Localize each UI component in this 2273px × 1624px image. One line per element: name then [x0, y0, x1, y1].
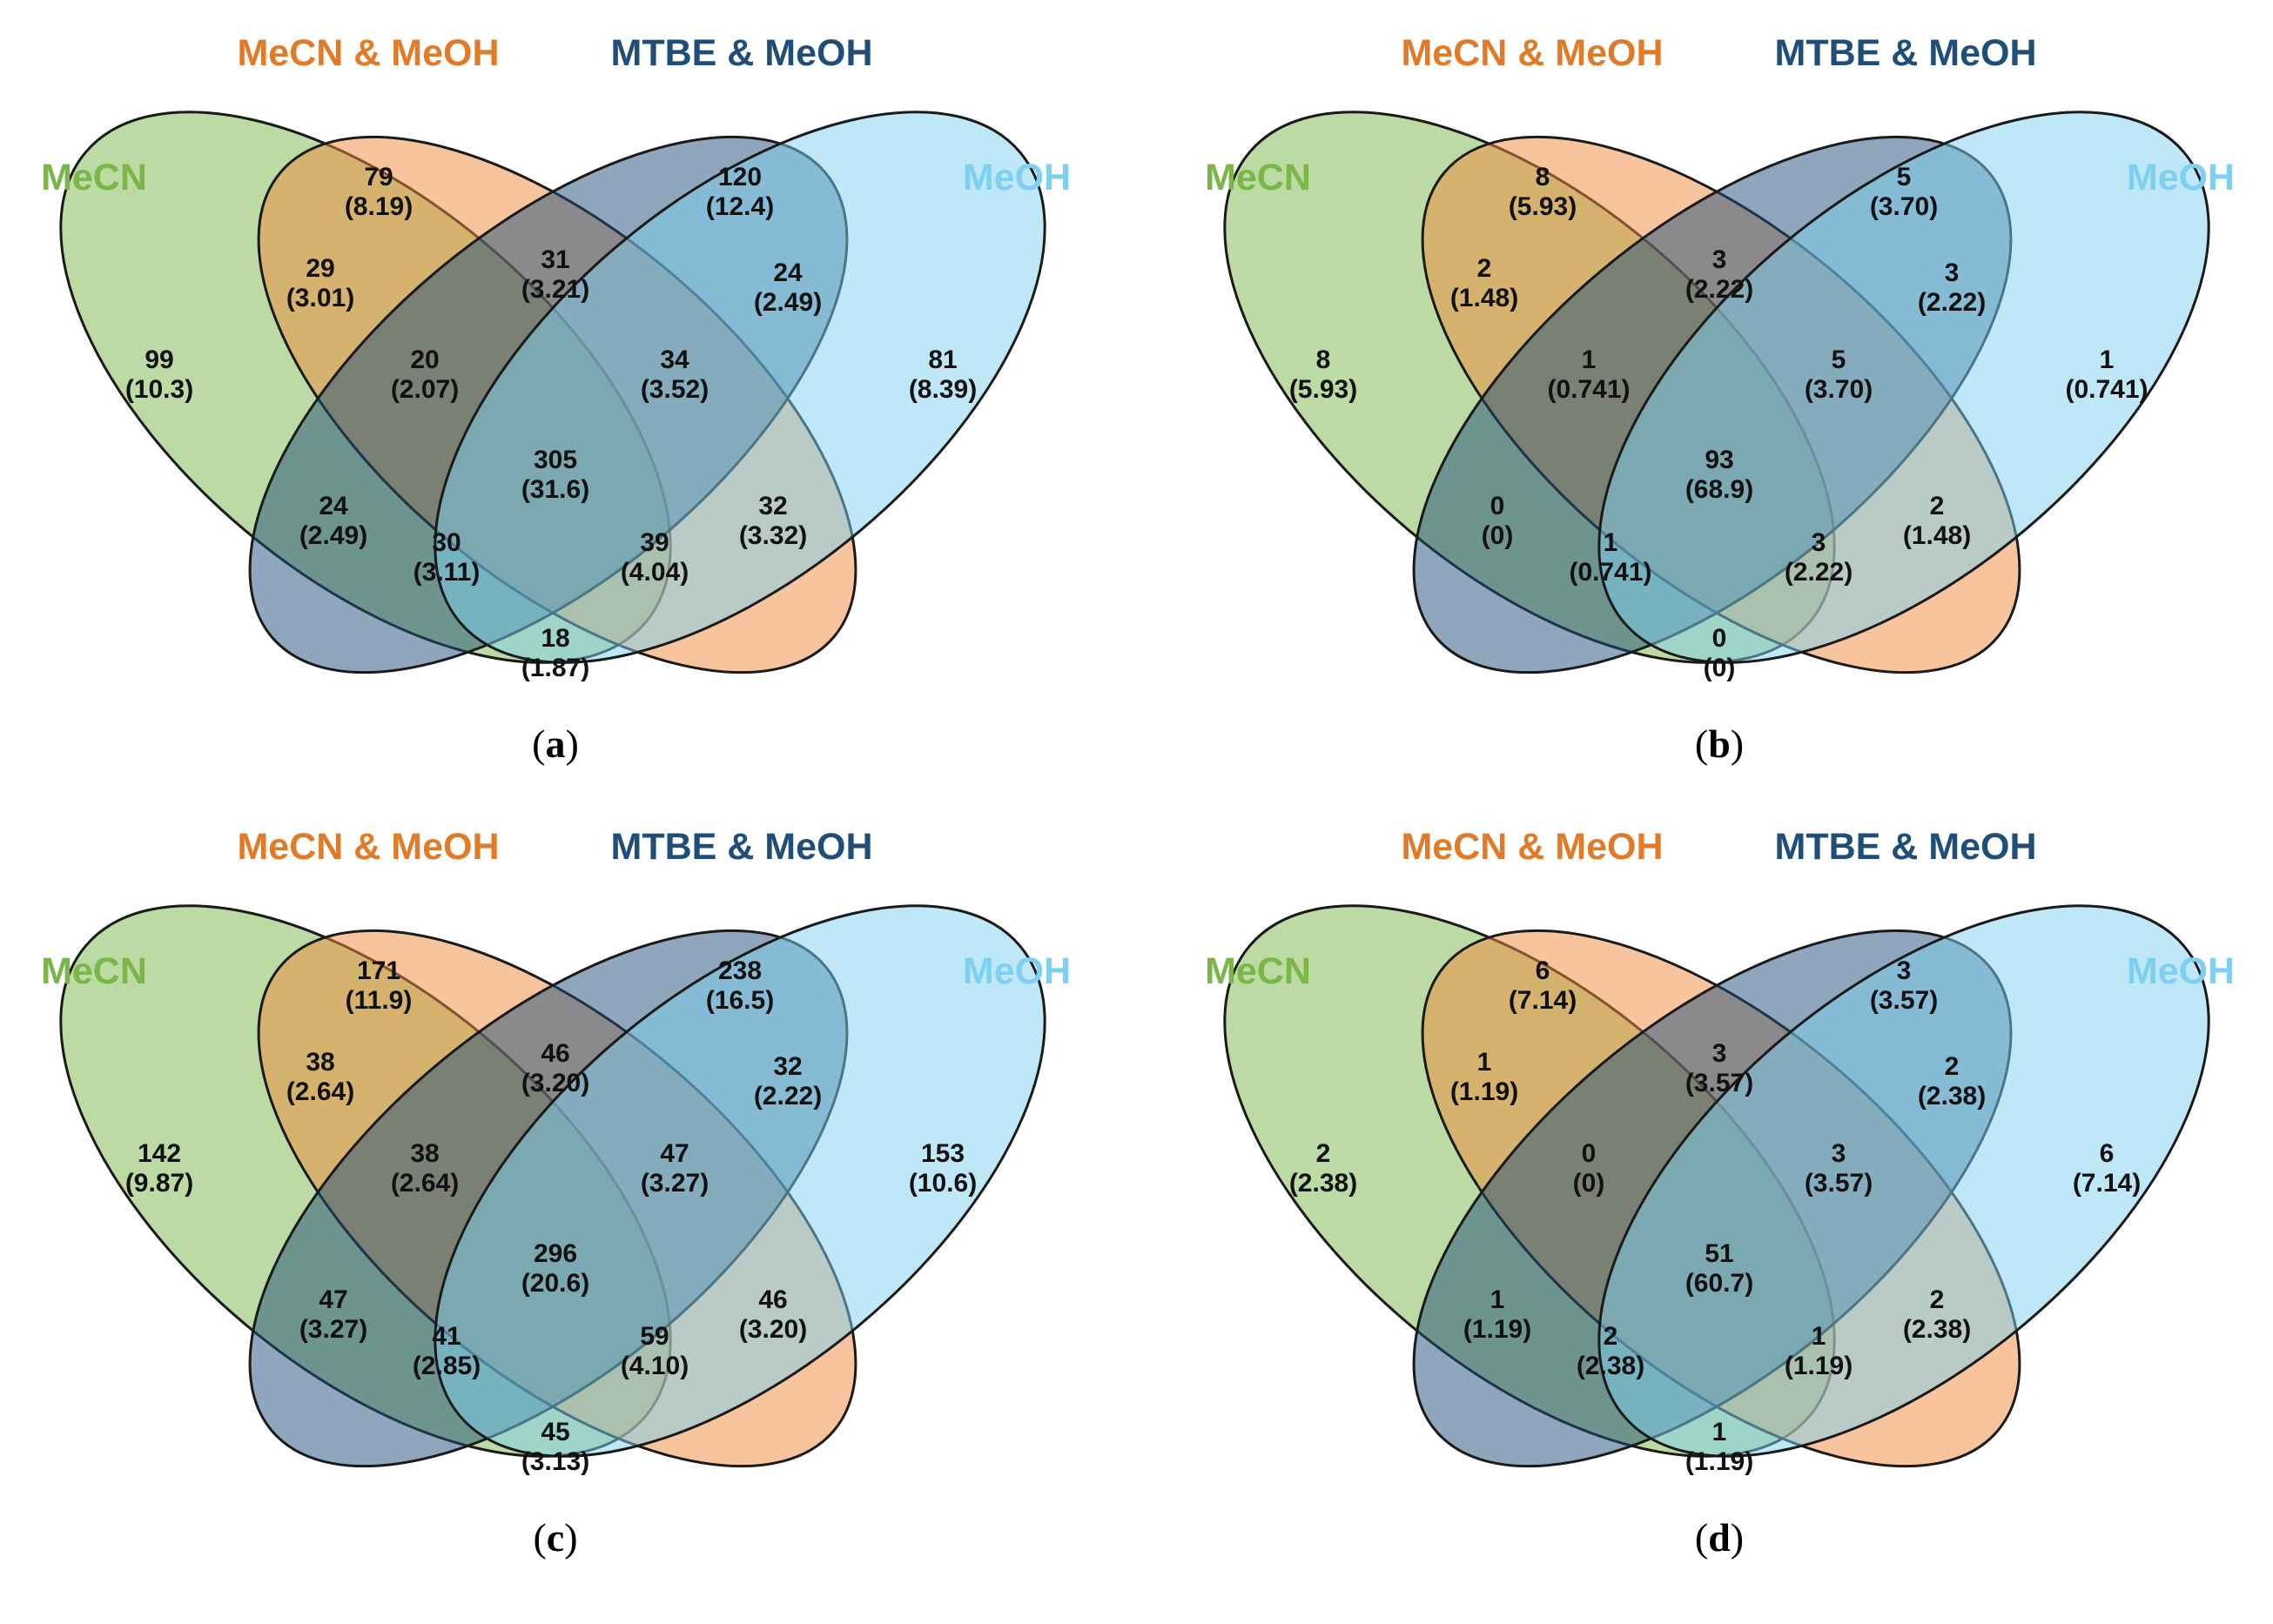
- region-ab-count: 29 (3.01): [286, 254, 354, 312]
- region-b-count: 8 (5.93): [1509, 163, 1577, 221]
- set-label-mecn-meoh: MeCN & MeOH: [237, 826, 499, 868]
- set-label-mecn: MeCN: [1205, 157, 1311, 198]
- region-c-count: 3 (3.57): [1870, 956, 1938, 1015]
- region-ad-count: 45 (3.13): [521, 1418, 589, 1476]
- set-label-mecn: MeCN: [41, 157, 147, 198]
- venn-panel-d: MeCN MeCN & MeOH MTBE & MeOH MeOH 2 (2.38) 6 (7…: [1205, 826, 2235, 1560]
- region-abc-count: 1 (0.741): [1547, 346, 1630, 404]
- set-label-meoh: MeOH: [2127, 950, 2235, 992]
- region-bc-count: 3 (3.57): [1685, 1039, 1753, 1097]
- region-bc-count: 31 (3.21): [521, 245, 589, 304]
- region-b-count: 171 (11.9): [346, 956, 413, 1015]
- region-abc-count: 20 (2.07): [391, 346, 459, 404]
- region-ab-count: 38 (2.64): [286, 1048, 354, 1106]
- region-bcd-count: 3 (3.57): [1805, 1139, 1873, 1198]
- panel-caption-a: (a): [532, 721, 579, 766]
- region-b-count: 79 (8.19): [345, 163, 413, 221]
- region-ad-count: 1 (1.19): [1685, 1418, 1753, 1476]
- set-label-mecn-meoh: MeCN & MeOH: [1401, 826, 1663, 868]
- meoh-ellipse: [434, 904, 1046, 1458]
- region-ad-count: 18 (1.87): [521, 624, 589, 682]
- region-abd-count: 39 (4.04): [621, 528, 689, 587]
- region-acd-count: 41 (2.85): [413, 1322, 481, 1380]
- set-label-mecn-meoh: MeCN & MeOH: [237, 32, 499, 74]
- region-ad-count: 0 (0): [1704, 624, 1736, 682]
- region-cd-count: 2 (2.38): [1918, 1052, 1986, 1111]
- region-acd-count: 1 (0.741): [1569, 528, 1651, 587]
- region-cd-count: 3 (2.22): [1918, 258, 1986, 317]
- region-d-count: 6 (7.14): [2073, 1139, 2141, 1198]
- region-d-count: 153 (10.6): [909, 1139, 977, 1198]
- region-c-count: 120 (12.4): [706, 163, 774, 221]
- region-abcd-count: 305 (31.6): [521, 446, 589, 504]
- venn-panel-c: MeCN MeCN & MeOH MTBE & MeOH MeOH 142 (9.87) 1…: [41, 826, 1071, 1560]
- region-ab-count: 2 (1.48): [1450, 254, 1518, 312]
- meoh-ellipse: [434, 111, 1046, 664]
- region-b-count: 6 (7.14): [1509, 956, 1577, 1015]
- region-d-count: 1 (0.741): [2065, 346, 2148, 404]
- set-label-mtbe-meoh: MTBE & MeOH: [611, 826, 873, 868]
- region-abd-count: 59 (4.10): [621, 1322, 689, 1380]
- region-ac-count: 0 (0): [1482, 492, 1514, 550]
- venn-panel-b: MeCN MeCN & MeOH MTBE & MeOH MeOH 8 (5.93) 8 (5…: [1205, 32, 2235, 766]
- region-cd-count: 24 (2.49): [754, 258, 822, 317]
- meoh-ellipse: [1597, 904, 2210, 1458]
- region-a-count: 2 (2.38): [1289, 1139, 1357, 1198]
- region-bd-count: 2 (1.48): [1903, 492, 1971, 550]
- region-abd-count: 1 (1.19): [1785, 1322, 1853, 1380]
- region-a-count: 142 (9.87): [125, 1139, 193, 1198]
- panel-caption-c: (c): [533, 1515, 577, 1560]
- set-label-meoh: MeOH: [963, 950, 1071, 992]
- region-abcd-count: 93 (68.9): [1685, 446, 1753, 504]
- set-label-mecn: MeCN: [1205, 950, 1311, 992]
- region-abc-count: 0 (0): [1573, 1139, 1605, 1198]
- region-abd-count: 3 (2.22): [1785, 528, 1853, 587]
- region-a-count: 99 (10.3): [125, 346, 193, 404]
- region-d-count: 81 (8.39): [909, 346, 977, 404]
- region-c-count: 5 (3.70): [1870, 163, 1938, 221]
- panel-caption-b: (b): [1695, 721, 1744, 766]
- region-acd-count: 2 (2.38): [1577, 1322, 1644, 1380]
- region-abcd-count: 296 (20.6): [521, 1239, 589, 1298]
- set-label-mtbe-meoh: MTBE & MeOH: [611, 32, 873, 74]
- region-ac-count: 47 (3.27): [299, 1285, 367, 1344]
- region-bcd-count: 47 (3.27): [641, 1139, 709, 1198]
- set-label-mecn: MeCN: [41, 950, 147, 992]
- region-bc-count: 3 (2.22): [1685, 245, 1753, 304]
- set-label-mtbe-meoh: MTBE & MeOH: [1775, 826, 2037, 868]
- meoh-ellipse: [1597, 111, 2210, 664]
- region-bd-count: 32 (3.32): [739, 492, 807, 550]
- region-bcd-count: 34 (3.52): [641, 346, 709, 404]
- region-abc-count: 38 (2.64): [391, 1139, 459, 1198]
- set-label-mtbe-meoh: MTBE & MeOH: [1775, 32, 2037, 74]
- region-bd-count: 2 (2.38): [1903, 1285, 1971, 1344]
- region-bcd-count: 5 (3.70): [1805, 346, 1873, 404]
- set-label-meoh: MeOH: [963, 157, 1071, 198]
- panel-caption-d: (d): [1695, 1515, 1744, 1560]
- set-label-meoh: MeOH: [2127, 157, 2235, 198]
- venn-panel-a: MeCN MeCN & MeOH MTBE & MeOH MeOH 99 (10.3) 79…: [41, 32, 1071, 766]
- region-a-count: 8 (5.93): [1289, 346, 1357, 404]
- region-ac-count: 1 (1.19): [1463, 1285, 1531, 1344]
- region-acd-count: 30 (3.11): [414, 528, 481, 587]
- region-abcd-count: 51 (60.7): [1685, 1239, 1753, 1298]
- region-cd-count: 32 (2.22): [754, 1052, 822, 1111]
- set-label-mecn-meoh: MeCN & MeOH: [1401, 32, 1663, 74]
- region-ab-count: 1 (1.19): [1450, 1048, 1518, 1106]
- region-bd-count: 46 (3.20): [739, 1285, 807, 1344]
- region-bc-count: 46 (3.20): [521, 1039, 589, 1097]
- region-ac-count: 24 (2.49): [299, 492, 367, 550]
- region-c-count: 238 (16.5): [706, 956, 774, 1015]
